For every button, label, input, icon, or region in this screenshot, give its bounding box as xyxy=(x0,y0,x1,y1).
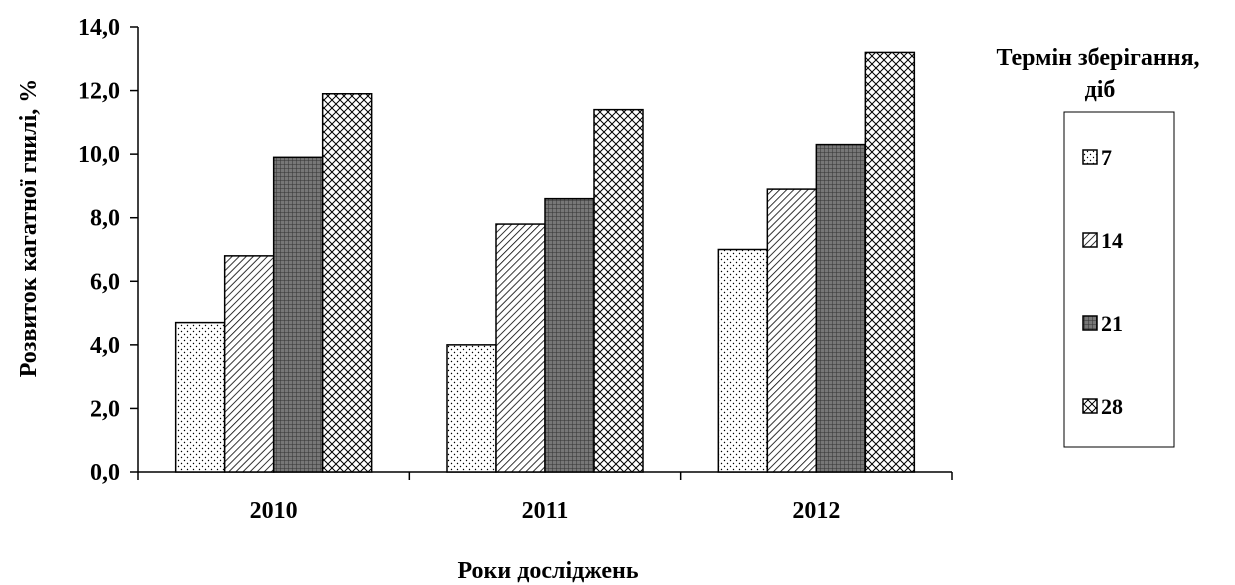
y-tick-label: 4,0 xyxy=(90,333,120,359)
legend-item-label: 21 xyxy=(1101,311,1123,336)
legend-item-label: 7 xyxy=(1101,145,1112,170)
legend-swatch xyxy=(1082,149,1098,165)
y-tick-label: 2,0 xyxy=(90,396,120,422)
y-tick-label: 14,0 xyxy=(78,15,120,41)
legend-box xyxy=(1063,111,1175,448)
x-tick-label: 2012 xyxy=(792,498,840,524)
legend-title-line2: діб xyxy=(1085,77,1116,103)
x-tick-label: 2010 xyxy=(250,498,298,524)
bar-2010-21 xyxy=(272,156,324,473)
x-axis-label: Роки досліджень xyxy=(457,558,638,584)
bar-2011-14 xyxy=(495,223,546,473)
bar-2010-7 xyxy=(174,321,226,473)
y-tick-label: 8,0 xyxy=(90,206,120,232)
legend-swatch xyxy=(1082,315,1098,331)
bar-2011-21 xyxy=(544,197,595,473)
bar-2012-28 xyxy=(864,51,916,473)
legend: Термін зберігання, діб 7 14 21 28 xyxy=(996,45,1200,448)
legend-item-label: 14 xyxy=(1101,228,1123,253)
bar-2012-14 xyxy=(766,188,818,473)
legend-title: Термін зберігання, xyxy=(996,45,1199,71)
bars xyxy=(174,51,916,473)
bar-2011-7 xyxy=(446,344,497,473)
y-tick-label: 12,0 xyxy=(78,79,120,105)
legend-swatch xyxy=(1082,398,1098,414)
y-axis-label: Розвиток кагатної гнилі, % xyxy=(16,79,42,378)
y-tick-label: 0,0 xyxy=(90,460,120,486)
y-ticks: 0,0 2,0 4,0 6,0 8,0 10,0 12,0 14,0 xyxy=(78,15,138,486)
bar-2010-14 xyxy=(223,255,275,473)
x-tick-label: 2011 xyxy=(522,498,569,524)
y-tick-label: 10,0 xyxy=(78,142,120,168)
bar-2012-7 xyxy=(717,248,769,473)
legend-item-label: 28 xyxy=(1101,394,1123,419)
bar-2011-28 xyxy=(593,108,644,473)
legend-swatch xyxy=(1082,232,1098,248)
x-ticks: 2010 2011 2012 xyxy=(137,472,953,524)
y-tick-label: 6,0 xyxy=(90,269,120,295)
bar-2012-21 xyxy=(815,143,867,473)
bar-2010-28 xyxy=(321,93,373,473)
